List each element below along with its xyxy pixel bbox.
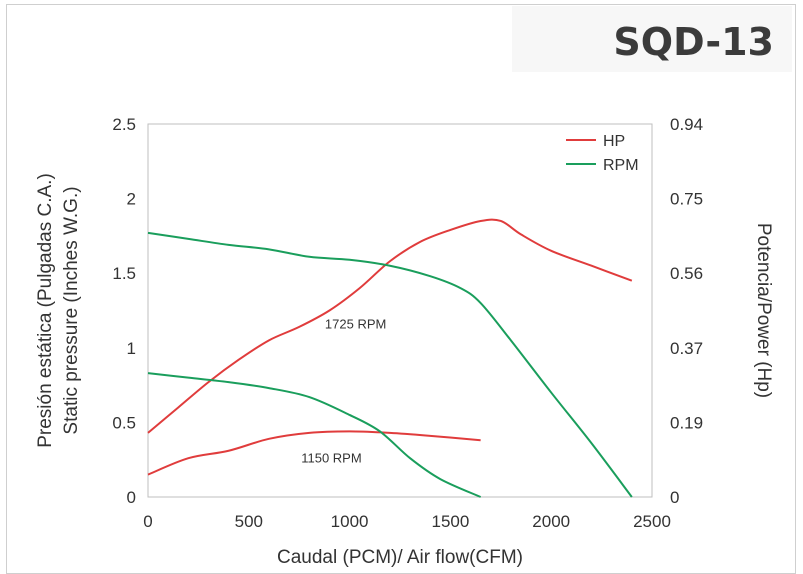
y-axis-label-line2: Static pressure (Inches W.G.) bbox=[61, 186, 82, 434]
x-tick-label: 1000 bbox=[331, 512, 369, 531]
legend-label-rpm: RPM bbox=[603, 157, 639, 174]
y-tick-label: 1.5 bbox=[112, 264, 136, 283]
y-tick-label: 0 bbox=[127, 488, 136, 507]
y2-tick-label: 0.19 bbox=[670, 413, 703, 432]
chart-title: SQD-13 bbox=[613, 20, 774, 64]
series-line-curve-1 bbox=[147, 430, 481, 476]
series-line-curve-3 bbox=[147, 372, 482, 498]
plot-area bbox=[147, 123, 653, 498]
legend-label-hp: HP bbox=[603, 133, 625, 150]
curve-annotation-0: 1725 RPM bbox=[325, 316, 386, 331]
x-tick-label: 2500 bbox=[633, 512, 671, 531]
x-tick-label: 2000 bbox=[532, 512, 570, 531]
y2-axis-label: Potencia/Power (Hp) bbox=[753, 223, 774, 398]
y-tick-label: 0.5 bbox=[112, 413, 136, 432]
title-box: SQD-13 bbox=[512, 6, 792, 72]
x-tick-label: 500 bbox=[235, 512, 263, 531]
x-tick-label: 0 bbox=[143, 512, 152, 531]
y2-tick-label: 0.37 bbox=[670, 339, 703, 358]
y2-tick-label: 0.94 bbox=[670, 115, 703, 134]
x-axis-label: Caudal (PCM)/ Air flow(CFM) bbox=[277, 547, 523, 568]
y-axis-label-line1: Presión estática (Pulgadas C.A.) bbox=[35, 173, 56, 448]
y-tick-label: 2 bbox=[127, 190, 136, 209]
y2-tick-label: 0 bbox=[670, 488, 679, 507]
y-tick-label: 1 bbox=[127, 339, 136, 358]
y2-tick-label: 0.75 bbox=[670, 190, 703, 209]
series-line-rpm-2 bbox=[147, 231, 633, 498]
x-tick-label: 1500 bbox=[431, 512, 469, 531]
y-tick-label: 2.5 bbox=[112, 115, 136, 134]
y2-tick-label: 0.56 bbox=[670, 264, 703, 283]
series-line-hp-0 bbox=[147, 218, 633, 434]
curve-annotation-1: 1150 RPM bbox=[301, 451, 361, 466]
